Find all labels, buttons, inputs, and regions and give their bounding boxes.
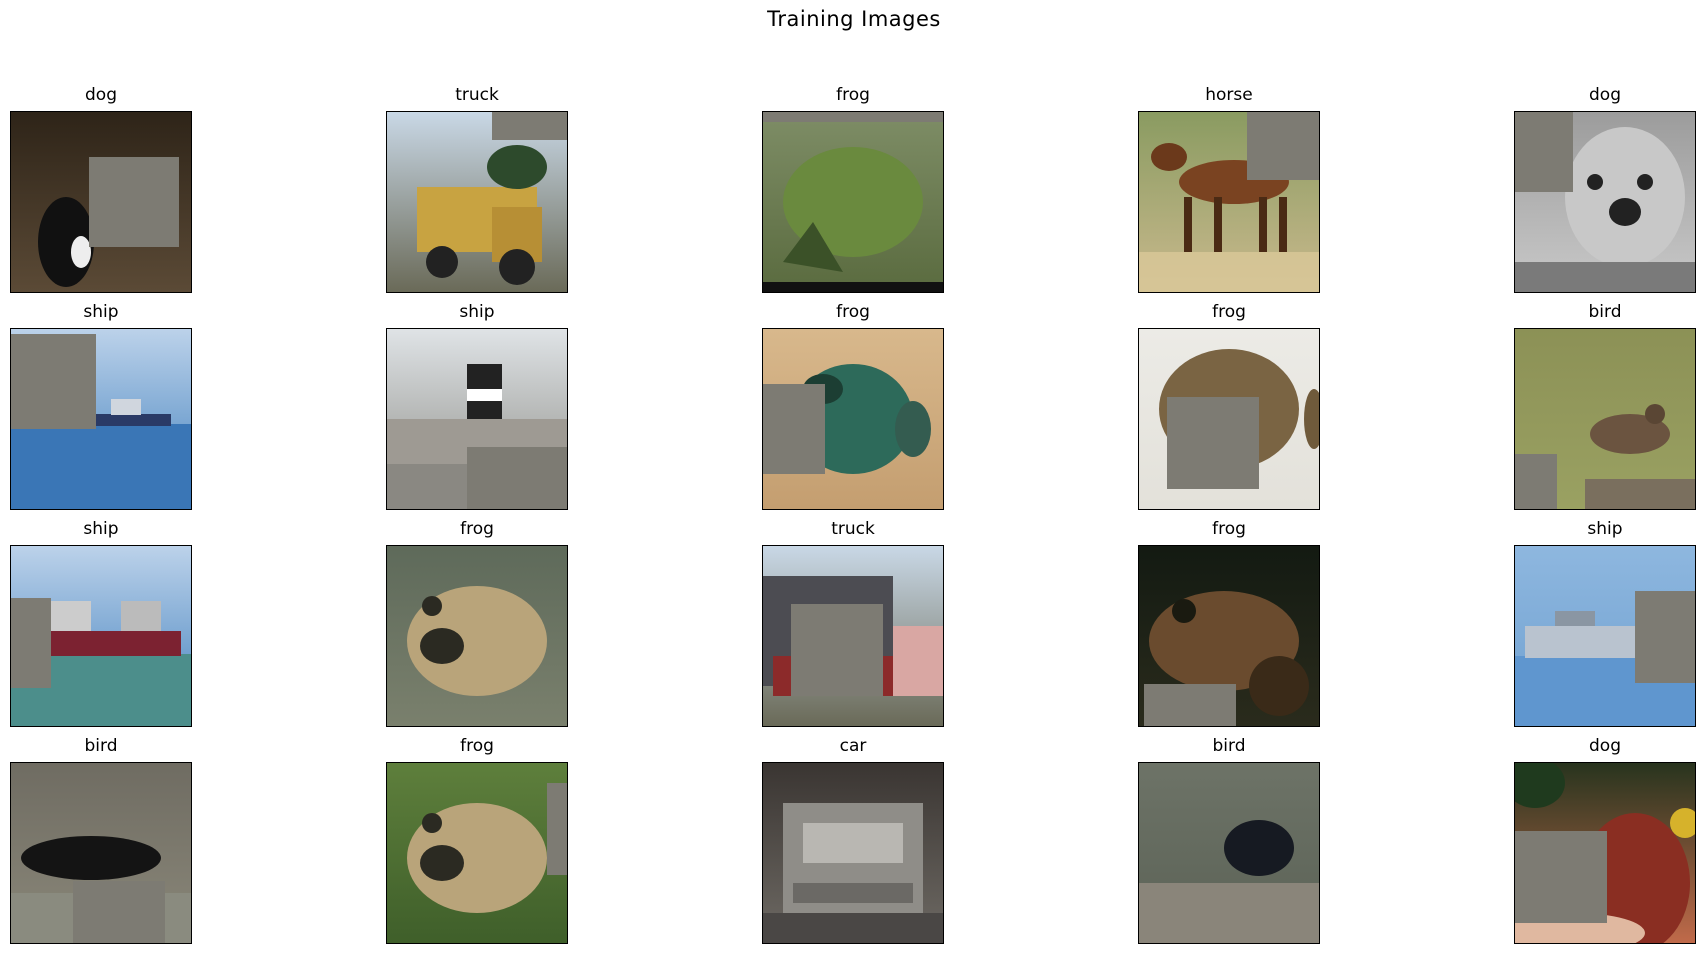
training-image	[1514, 328, 1696, 510]
image-label: frog	[836, 302, 870, 322]
cutout-mask	[1515, 831, 1607, 923]
training-image	[386, 545, 568, 727]
cutout-mask	[11, 598, 51, 688]
training-image	[10, 328, 192, 510]
cutout-mask	[1515, 112, 1573, 192]
cutout-mask	[791, 604, 883, 696]
training-image	[762, 111, 944, 293]
image-label: dog	[1589, 736, 1621, 756]
cutout-mask	[547, 783, 567, 875]
image-label: horse	[1205, 85, 1253, 105]
training-image	[1514, 545, 1696, 727]
cutout-mask	[1247, 112, 1319, 180]
training-image	[386, 762, 568, 944]
image-label: frog	[460, 736, 494, 756]
training-image	[1138, 762, 1320, 944]
training-image	[10, 545, 192, 727]
image-label: ship	[83, 519, 119, 539]
training-image	[762, 545, 944, 727]
training-image	[1138, 545, 1320, 727]
cutout-mask	[1144, 684, 1236, 726]
cutout-mask	[763, 384, 825, 474]
image-label: car	[839, 736, 867, 756]
image-label: frog	[1212, 519, 1246, 539]
training-image	[386, 111, 568, 293]
image-label: ship	[459, 302, 495, 322]
cutout-mask	[467, 447, 567, 509]
training-image	[1514, 762, 1696, 944]
figure-title: Training Images	[767, 7, 941, 31]
training-image	[10, 111, 192, 293]
image-label: bird	[1212, 736, 1246, 756]
training-image	[10, 762, 192, 944]
training-image	[762, 328, 944, 510]
image-label: bird	[1588, 302, 1622, 322]
cutout-mask	[1515, 454, 1557, 509]
image-label: ship	[83, 302, 119, 322]
image-label: frog	[836, 85, 870, 105]
image-label: ship	[1587, 519, 1623, 539]
image-label: dog	[1589, 85, 1621, 105]
image-label: bird	[84, 736, 118, 756]
cutout-mask	[1635, 591, 1695, 683]
cutout-mask	[763, 112, 943, 122]
cutout-mask	[1167, 397, 1259, 489]
cutout-mask	[89, 157, 179, 247]
image-label: frog	[1212, 302, 1246, 322]
image-label: truck	[831, 519, 875, 539]
image-label: truck	[455, 85, 499, 105]
training-image	[1138, 328, 1320, 510]
training-image	[1514, 111, 1696, 293]
training-image	[762, 762, 944, 944]
cutout-mask	[11, 334, 96, 429]
training-image	[1138, 111, 1320, 293]
cutout-mask	[73, 881, 165, 943]
image-label: frog	[460, 519, 494, 539]
training-image	[386, 328, 568, 510]
image-label: dog	[85, 85, 117, 105]
cutout-mask	[492, 112, 567, 140]
